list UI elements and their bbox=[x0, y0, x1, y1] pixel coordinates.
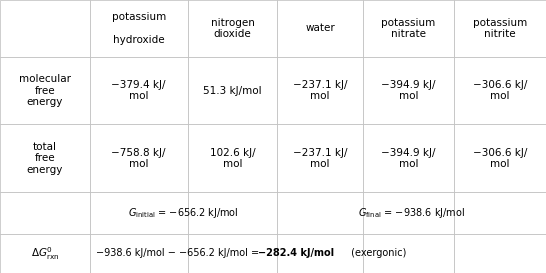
Text: −237.1 kJ/
mol: −237.1 kJ/ mol bbox=[293, 80, 347, 102]
Text: 102.6 kJ/
mol: 102.6 kJ/ mol bbox=[210, 147, 256, 169]
Bar bbox=[0, 192, 90, 234]
Bar bbox=[90, 0, 188, 57]
Text: potassium
nitrate: potassium nitrate bbox=[381, 17, 436, 39]
Bar bbox=[0, 0, 90, 57]
Bar bbox=[188, 0, 277, 57]
Bar bbox=[277, 192, 363, 234]
Text: total
free
energy: total free energy bbox=[27, 142, 63, 175]
Bar bbox=[277, 0, 363, 57]
Text: −758.8 kJ/
mol: −758.8 kJ/ mol bbox=[111, 147, 166, 169]
Text: nitrogen
dioxide: nitrogen dioxide bbox=[211, 17, 254, 39]
Bar bbox=[188, 234, 277, 273]
Bar bbox=[363, 0, 454, 57]
Text: 51.3 kJ/mol: 51.3 kJ/mol bbox=[204, 86, 262, 96]
Text: −379.4 kJ/
mol: −379.4 kJ/ mol bbox=[111, 80, 166, 102]
Bar bbox=[363, 192, 454, 234]
Bar bbox=[277, 234, 363, 273]
Text: $G_{\mathrm{final}}$ = −938.6 kJ/mol: $G_{\mathrm{final}}$ = −938.6 kJ/mol bbox=[358, 206, 465, 220]
Bar bbox=[454, 0, 546, 57]
Bar bbox=[454, 192, 546, 234]
Text: $\Delta G^0_{\mathrm{rxn}}$: $\Delta G^0_{\mathrm{rxn}}$ bbox=[31, 245, 59, 262]
Bar bbox=[277, 124, 363, 192]
Bar bbox=[90, 124, 188, 192]
Text: water: water bbox=[305, 23, 335, 33]
Bar bbox=[363, 124, 454, 192]
Bar bbox=[188, 57, 277, 124]
Text: potassium

hydroxide: potassium hydroxide bbox=[111, 12, 166, 45]
Bar bbox=[0, 124, 90, 192]
Text: −394.9 kJ/
mol: −394.9 kJ/ mol bbox=[381, 80, 436, 102]
Text: −282.4 kJ/mol: −282.4 kJ/mol bbox=[258, 248, 334, 258]
Bar bbox=[363, 234, 454, 273]
Bar bbox=[454, 124, 546, 192]
Bar bbox=[90, 57, 188, 124]
Bar bbox=[0, 57, 90, 124]
Bar bbox=[0, 234, 90, 273]
Bar bbox=[90, 234, 188, 273]
Text: −394.9 kJ/
mol: −394.9 kJ/ mol bbox=[381, 147, 436, 169]
Text: molecular
free
energy: molecular free energy bbox=[19, 74, 71, 107]
Bar bbox=[188, 124, 277, 192]
Text: $G_{\mathrm{initial}}$ = −656.2 kJ/mol: $G_{\mathrm{initial}}$ = −656.2 kJ/mol bbox=[128, 206, 239, 220]
Text: (exergonic): (exergonic) bbox=[348, 248, 407, 258]
Bar bbox=[363, 57, 454, 124]
Bar bbox=[277, 57, 363, 124]
Bar bbox=[454, 234, 546, 273]
Text: −306.6 kJ/
mol: −306.6 kJ/ mol bbox=[473, 147, 527, 169]
Text: potassium
nitrite: potassium nitrite bbox=[473, 17, 527, 39]
Text: −237.1 kJ/
mol: −237.1 kJ/ mol bbox=[293, 147, 347, 169]
Text: −938.6 kJ/mol − −656.2 kJ/mol =: −938.6 kJ/mol − −656.2 kJ/mol = bbox=[96, 248, 263, 258]
Bar bbox=[454, 57, 546, 124]
Bar bbox=[188, 192, 277, 234]
Text: −306.6 kJ/
mol: −306.6 kJ/ mol bbox=[473, 80, 527, 102]
Bar bbox=[90, 192, 188, 234]
